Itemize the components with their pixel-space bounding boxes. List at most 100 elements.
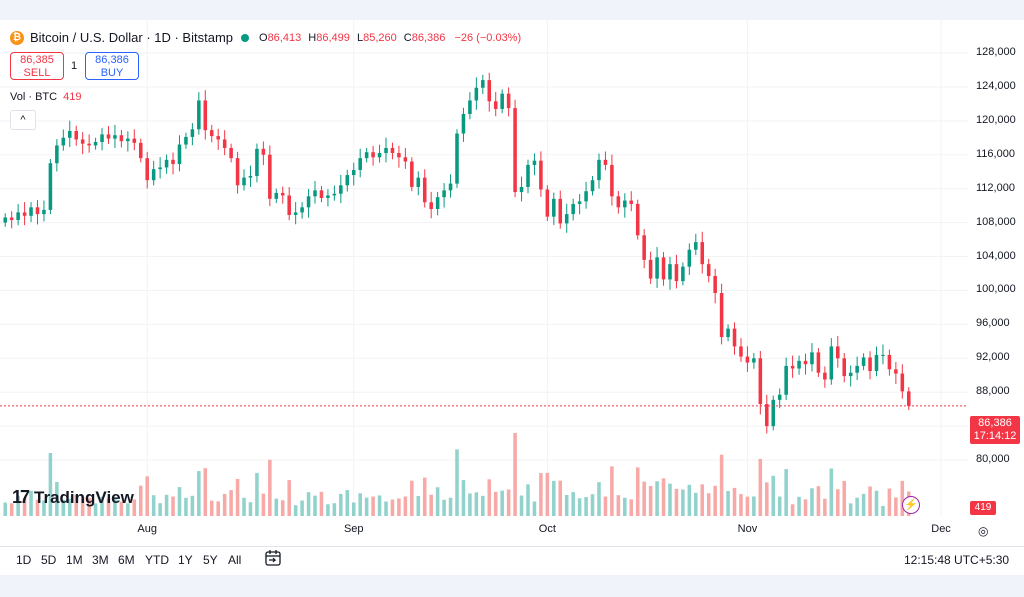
volume-bar <box>216 501 220 516</box>
volume-bar <box>455 449 459 516</box>
volume-bar <box>390 499 395 516</box>
candle-body <box>532 160 537 165</box>
volume-bar <box>461 480 466 516</box>
volume-bar <box>668 483 672 516</box>
volume-bar <box>371 496 375 516</box>
range-button-3m[interactable]: 3M <box>92 553 109 567</box>
lightning-icon[interactable]: ⚡ <box>902 496 920 514</box>
symbol-title[interactable]: Bitcoin / U.S. Dollar · 1D · Bitstamp <box>30 30 233 45</box>
volume-bar <box>261 493 266 516</box>
date-range-calendar-icon[interactable] <box>264 549 282 567</box>
candle-body <box>681 266 685 282</box>
volume-bar <box>403 496 408 516</box>
candle-body <box>648 259 653 279</box>
time-tick-label: Nov <box>737 523 758 535</box>
candle-body <box>261 148 266 155</box>
volume-bar <box>726 490 730 516</box>
volume-bar <box>203 468 208 516</box>
price-tick-label: 96,000 <box>976 317 1010 330</box>
volume-bar <box>861 493 866 516</box>
price-tick-label: 120,000 <box>976 113 1016 126</box>
volume-bar <box>306 492 311 516</box>
candle-body <box>403 157 408 162</box>
volume-bar <box>842 480 847 516</box>
candle-body <box>158 167 162 170</box>
chart-canvas[interactable] <box>0 20 1024 546</box>
volume-bar <box>474 492 479 516</box>
candle-body <box>777 394 782 400</box>
collapse-legend-button[interactable]: ^ <box>10 110 36 130</box>
range-button-5d[interactable]: 5D <box>41 553 57 567</box>
candle-body <box>448 183 453 191</box>
buy-button[interactable]: 86,386 BUY <box>85 52 139 80</box>
clock-timezone[interactable]: 12:15:48 UTC+5:30 <box>904 553 1010 567</box>
candle-body <box>442 190 446 198</box>
candle-body <box>719 292 724 338</box>
range-button-5y[interactable]: 5Y <box>203 553 218 567</box>
last-volume-badge: 419 <box>970 501 996 515</box>
price-tick-label: 80,000 <box>976 453 1010 466</box>
volume-bar <box>810 488 814 516</box>
volume-bar <box>351 502 356 516</box>
volume-bar <box>713 485 717 516</box>
spread-value: 1 <box>71 60 78 72</box>
candle-body <box>235 158 240 186</box>
volume-bar <box>442 499 446 516</box>
volume-legend[interactable]: Vol · BTC 419 <box>10 91 81 103</box>
volume-bar <box>493 491 498 516</box>
volume-bar <box>29 490 33 516</box>
candle-body <box>752 358 756 363</box>
candle-body <box>255 148 259 176</box>
range-button-1m[interactable]: 1M <box>66 553 83 567</box>
candle-body <box>674 264 679 282</box>
price-tick-label: 104,000 <box>976 249 1016 262</box>
volume-bar <box>681 489 685 516</box>
volume-bar <box>397 498 401 516</box>
volume-bar <box>532 501 537 516</box>
candle-body <box>597 159 601 181</box>
candle-body <box>713 276 717 293</box>
candle-body <box>519 186 524 193</box>
range-button-ytd[interactable]: YTD <box>145 553 169 567</box>
volume-bar <box>61 499 66 516</box>
range-button-all[interactable]: All <box>228 553 242 567</box>
volume-bar <box>519 495 524 516</box>
candle-body <box>816 352 821 373</box>
volume-bar <box>106 498 111 516</box>
range-button-1d[interactable]: 1D <box>16 553 32 567</box>
candle-body <box>526 164 530 187</box>
volume-bar <box>274 498 279 516</box>
range-button-1y[interactable]: 1Y <box>178 553 193 567</box>
sell-button[interactable]: 86,385 SELL <box>10 52 64 80</box>
settings-gear-icon[interactable]: ◎ <box>978 524 989 538</box>
price-tick-label: 100,000 <box>976 283 1016 296</box>
tradingview-logo[interactable]: 17 TradingView <box>12 487 134 508</box>
candle-body <box>332 193 337 196</box>
volume-bar <box>113 497 117 516</box>
candle-body <box>358 158 362 171</box>
volume-bar <box>339 493 343 516</box>
candle-body <box>881 354 885 356</box>
candle-body <box>3 217 8 223</box>
volume-bar <box>552 480 556 516</box>
range-button-6m[interactable]: 6M <box>118 553 135 567</box>
candle-body <box>635 203 640 236</box>
candle-body <box>493 101 498 109</box>
symbol-legend[interactable]: ₿ Bitcoin / U.S. Dollar · 1D · Bitstamp … <box>10 30 521 45</box>
candle-body <box>513 108 517 193</box>
candle-body <box>132 138 137 143</box>
candle-body <box>274 192 279 199</box>
bar-countdown: 17:14:12 <box>973 430 1017 442</box>
candle-body <box>280 192 285 196</box>
candle-body <box>655 257 659 279</box>
candle-body <box>739 346 743 357</box>
candle-body <box>209 130 214 137</box>
volume-bar <box>171 496 175 516</box>
candle-body <box>668 264 672 280</box>
candle-body <box>829 346 834 380</box>
volume-bar <box>448 497 453 516</box>
market-open-indicator <box>241 33 249 42</box>
candle-body <box>468 100 472 115</box>
candle-body <box>855 365 859 373</box>
price-chart[interactable] <box>0 20 1024 546</box>
